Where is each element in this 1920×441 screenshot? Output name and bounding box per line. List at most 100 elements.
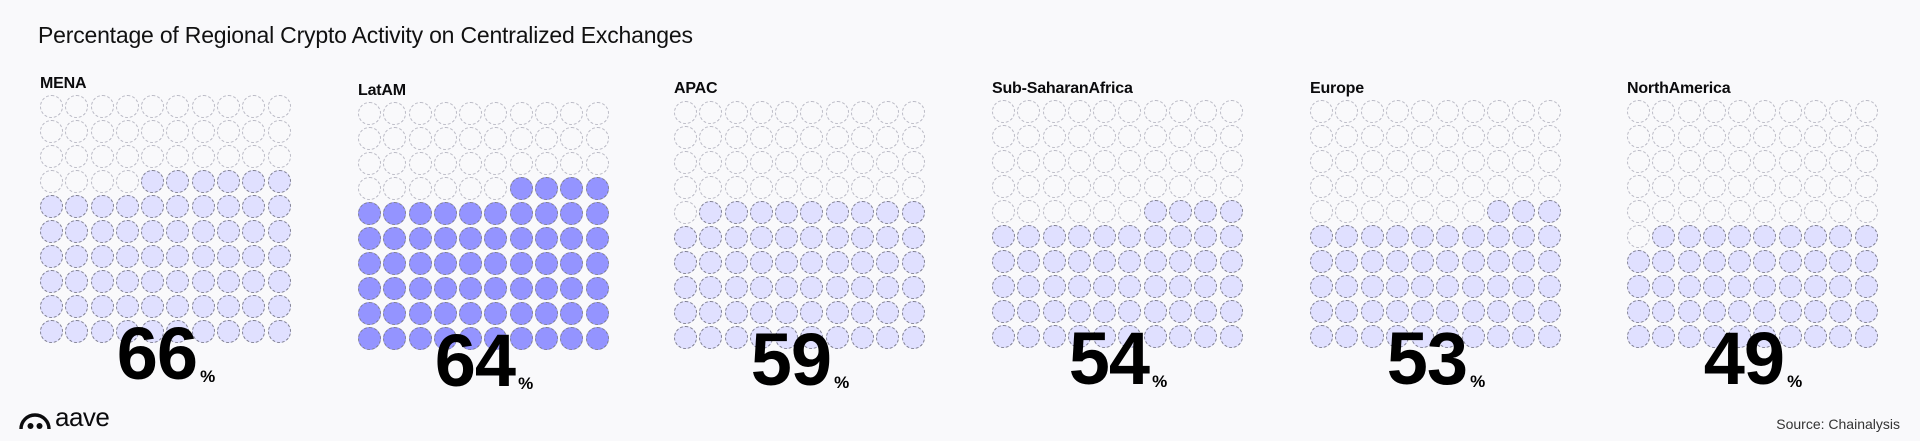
waffle-dot-empty xyxy=(1829,100,1853,123)
waffle-dot-empty xyxy=(1804,200,1828,223)
waffle-dot-empty xyxy=(433,102,457,125)
waffle-dot-filled xyxy=(674,301,697,324)
waffle-dot-filled xyxy=(851,251,875,274)
waffle-dot-filled xyxy=(1310,250,1333,273)
waffle-dot-filled xyxy=(1335,250,1359,273)
waffle-dot-filled xyxy=(992,325,1015,348)
waffle-dot-empty xyxy=(1487,125,1511,148)
waffle-dot-empty xyxy=(166,95,190,118)
waffle-dot-filled xyxy=(1219,200,1243,223)
waffle-dot-filled xyxy=(1627,275,1650,298)
waffle-dot-empty xyxy=(1512,125,1536,148)
waffle-dot-empty xyxy=(800,126,824,149)
waffle-dot-filled xyxy=(800,301,824,324)
waffle-dot-filled xyxy=(1335,325,1359,348)
waffle-dot-filled xyxy=(509,202,533,225)
waffle-dot-empty xyxy=(1702,100,1726,123)
waffle-dot-filled xyxy=(358,252,381,275)
waffle-dot-empty xyxy=(876,126,900,149)
waffle-dot-empty xyxy=(459,152,483,175)
waffle-dot-filled xyxy=(585,177,609,200)
waffle-dot-empty xyxy=(1804,100,1828,123)
waffle-dot-empty xyxy=(1118,200,1142,223)
waffle-dot-empty xyxy=(1385,175,1409,198)
waffle-dot-filled xyxy=(383,227,407,250)
waffle-dot-filled xyxy=(1411,275,1435,298)
waffle-dot-filled xyxy=(1143,325,1167,348)
waffle-dot-filled xyxy=(699,226,723,249)
waffle-dot-filled xyxy=(1778,325,1802,348)
waffle-dot-filled xyxy=(217,195,241,218)
waffle-dot-filled xyxy=(851,226,875,249)
waffle-dot-filled xyxy=(1753,225,1777,248)
waffle-dot-empty xyxy=(1753,175,1777,198)
waffle-dot-filled xyxy=(1169,250,1193,273)
waffle-dot-filled xyxy=(1728,325,1752,348)
waffle-dot-empty xyxy=(1652,150,1676,173)
waffle-dot-filled xyxy=(1702,225,1726,248)
waffle-dot-filled xyxy=(825,301,849,324)
waffle-dot-empty xyxy=(1778,200,1802,223)
waffle-dot-filled xyxy=(65,195,89,218)
waffle-dot-filled xyxy=(484,302,508,325)
waffle-dot-filled xyxy=(1169,300,1193,323)
waffle-dot-filled xyxy=(1118,300,1142,323)
waffle-dot-empty xyxy=(724,176,748,199)
waffle-dot-empty xyxy=(115,120,139,143)
waffle-dot-filled xyxy=(876,276,900,299)
waffle-dot-empty xyxy=(242,145,266,168)
waffle-dot-empty xyxy=(166,120,190,143)
waffle-dot-empty xyxy=(825,126,849,149)
waffle-dot-filled xyxy=(191,195,215,218)
waffle-dot-empty xyxy=(90,170,114,193)
waffle-dot-empty xyxy=(560,152,584,175)
waffle-dot-filled xyxy=(1627,250,1650,273)
waffle-dot-filled xyxy=(1017,250,1041,273)
waffle-dot-empty xyxy=(1627,150,1650,173)
waffle-dot-filled xyxy=(674,251,697,274)
waffle-dot-filled xyxy=(191,295,215,318)
waffle-dot-empty xyxy=(1143,175,1167,198)
waffle-dot-filled xyxy=(1778,300,1802,323)
waffle-dot-filled xyxy=(1067,225,1091,248)
waffle-dot-empty xyxy=(1118,100,1142,123)
waffle-dot-empty xyxy=(433,152,457,175)
waffle-dot-filled xyxy=(267,320,291,343)
waffle-dot-filled xyxy=(1487,225,1511,248)
waffle-dot-filled xyxy=(585,202,609,225)
waffle-dot-filled xyxy=(1194,200,1218,223)
waffle-dot-empty xyxy=(1360,200,1384,223)
waffle-dot-filled xyxy=(90,220,114,243)
waffle-dot-filled xyxy=(1360,250,1384,273)
waffle-dot-empty xyxy=(1677,100,1701,123)
waffle-dot-filled xyxy=(992,225,1015,248)
waffle-dot-empty xyxy=(1487,100,1511,123)
waffle-dot-filled xyxy=(560,227,584,250)
waffle-dot-filled xyxy=(1310,325,1333,348)
waffle-dot-filled xyxy=(1487,300,1511,323)
waffle-dot-filled xyxy=(166,245,190,268)
waffle-dot-filled xyxy=(1042,300,1066,323)
waffle-dot-filled xyxy=(408,327,432,350)
waffle-dot-filled xyxy=(1804,225,1828,248)
waffle-dot-filled xyxy=(267,195,291,218)
waffle-dot-empty xyxy=(1042,125,1066,148)
waffle-dot-filled xyxy=(191,320,215,343)
waffle-dot-filled xyxy=(1537,325,1561,348)
waffle-dot-empty xyxy=(1778,150,1802,173)
waffle-dot-filled xyxy=(992,250,1015,273)
waffle-dot-empty xyxy=(1194,100,1218,123)
waffle-dot-empty xyxy=(1143,100,1167,123)
waffle-dot-filled xyxy=(242,245,266,268)
waffle-dot-empty xyxy=(851,126,875,149)
waffle-dot-empty xyxy=(851,176,875,199)
waffle-dot-filled xyxy=(699,251,723,274)
waffle-dot-filled xyxy=(749,226,773,249)
waffle-dot-empty xyxy=(1652,200,1676,223)
waffle-dot-empty xyxy=(901,176,925,199)
waffle-dot-filled xyxy=(408,227,432,250)
waffle-dot-filled xyxy=(1335,300,1359,323)
waffle-dot-filled xyxy=(535,252,559,275)
waffle-dot-filled xyxy=(1854,225,1878,248)
waffle-dot-filled xyxy=(1677,300,1701,323)
